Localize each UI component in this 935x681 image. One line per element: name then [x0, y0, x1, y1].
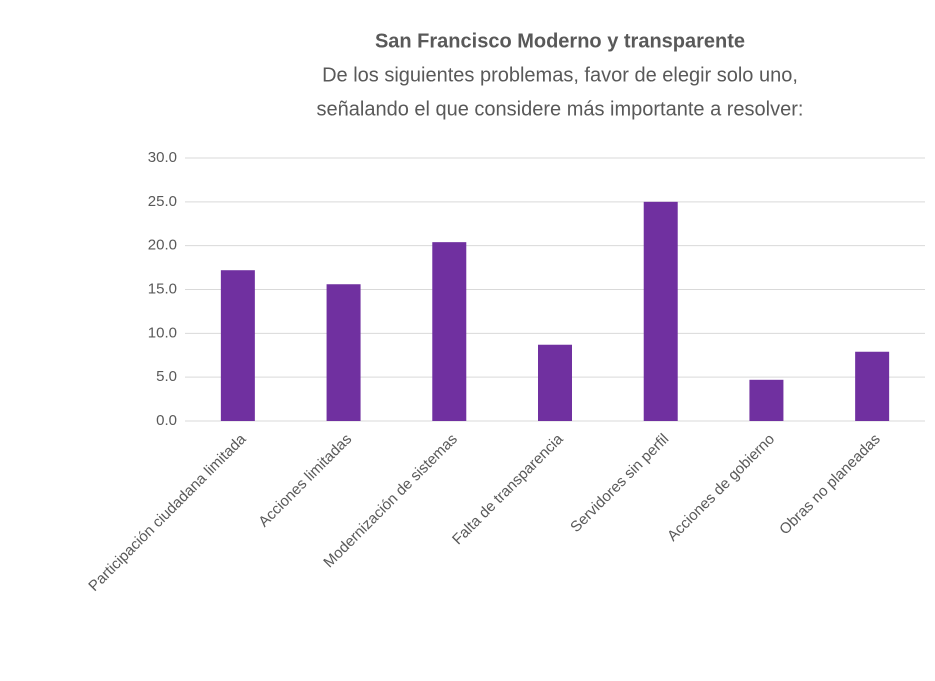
x-tick-label: Acciones limitadas	[255, 431, 355, 531]
bar	[432, 242, 467, 421]
y-tick-label: 25.0	[148, 193, 177, 210]
bar	[855, 351, 890, 421]
y-tick-label: 0.0	[156, 412, 177, 429]
bar	[538, 344, 572, 421]
y-tick-label: 5.0	[156, 368, 177, 385]
chart-subtitle: señalando el que considere más important…	[317, 98, 804, 120]
chart-subtitle: De los siguientes problemas, favor de el…	[322, 64, 798, 86]
x-tick-label: Falta de transparencia	[449, 430, 567, 548]
bar	[220, 270, 255, 421]
y-tick-label: 15.0	[148, 280, 177, 297]
bar	[326, 284, 361, 421]
y-tick-label: 30.0	[148, 149, 177, 166]
x-tick-label: Servidores sin perfil	[567, 431, 672, 536]
chart-title: San Francisco Moderno y transparente	[375, 30, 745, 52]
x-tick-label: Acciones de gobierno	[664, 431, 778, 545]
bar	[643, 201, 678, 421]
x-tick-label: Obras no planeadas	[776, 431, 884, 539]
bar	[749, 379, 784, 421]
y-tick-label: 10.0	[148, 324, 177, 341]
x-tick-label: Participación ciudadana limitada	[85, 430, 250, 595]
y-tick-label: 20.0	[148, 237, 177, 254]
